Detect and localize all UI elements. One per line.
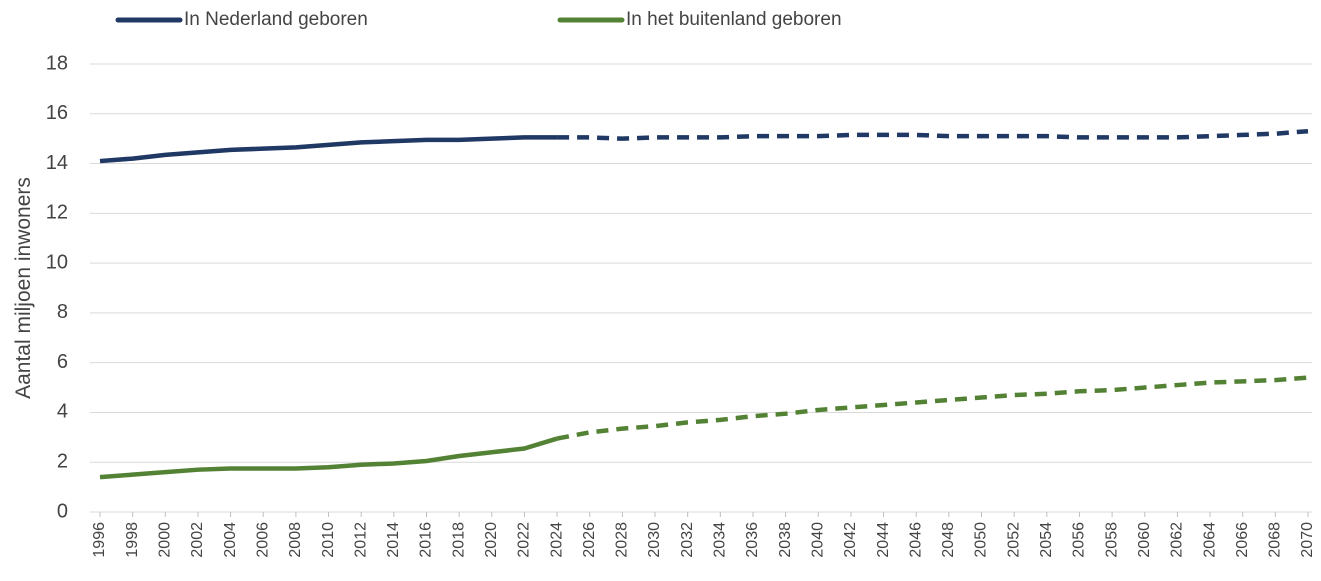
y-tick-label: 4 [57,401,68,423]
y-tick-label: 2 [57,451,68,473]
y-tick-label: 18 [46,52,68,74]
x-tick-label: 2018 [450,522,467,558]
x-tick-label: 2040 [809,522,826,558]
x-tick-label: 2016 [418,522,435,558]
y-tick-label: 10 [46,251,68,273]
x-tick-label: 2010 [320,522,337,558]
x-tick-label: 2042 [842,522,859,558]
x-tick-label: 2062 [1169,522,1186,558]
x-tick-label: 2068 [1267,522,1284,558]
x-tick-label: 2066 [1234,522,1251,558]
x-tick-label: 2036 [744,522,761,558]
x-tick-label: 2000 [157,522,174,558]
x-tick-label: 2046 [907,522,924,558]
x-tick-label: 2038 [777,522,794,558]
y-tick-label: 16 [46,102,68,124]
series-line [557,128,1309,141]
x-tick-label: 2052 [1005,522,1022,558]
x-tick-label: 2060 [1136,522,1153,558]
x-tick-label: 2022 [516,522,533,558]
x-tick-label: 2070 [1299,522,1316,558]
x-tick-label: 2002 [189,522,206,558]
x-tick-label: 2008 [287,522,304,558]
x-tick-label: 2050 [973,522,990,558]
x-tick-label: 2058 [1103,522,1120,558]
x-tick-label: 2024 [548,522,565,558]
x-tick-label: 2026 [581,522,598,558]
legend-label: In het buitenland geboren [626,9,842,30]
x-tick-label: 2012 [352,522,369,558]
y-tick-label: 6 [57,351,68,373]
y-axis-label: Aantal miljoen inwoners [12,177,35,399]
x-tick-label: 2032 [679,522,696,558]
y-tick-label: 0 [57,500,68,522]
x-tick-label: 2054 [1038,522,1055,558]
x-tick-label: 2030 [646,522,663,558]
series-line [556,375,1309,441]
series-line [99,135,558,164]
x-tick-label: 1996 [91,522,108,558]
x-tick-label: 2004 [222,522,239,558]
x-tick-label: 2028 [614,522,631,558]
y-tick-label: 14 [46,152,68,174]
x-tick-label: 2034 [712,522,729,558]
series-line [99,436,558,480]
legend-label: In Nederland geboren [184,9,368,30]
x-tick-label: 2048 [940,522,957,558]
x-tick-label: 2056 [1071,522,1088,558]
x-tick-label: 2044 [875,522,892,558]
x-tick-label: 2014 [385,522,402,558]
y-tick-label: 12 [46,202,68,224]
y-tick-label: 8 [57,301,68,323]
x-tick-label: 2020 [483,522,500,558]
x-tick-label: 1998 [124,522,141,558]
x-tick-label: 2006 [254,522,271,558]
x-tick-label: 2064 [1201,522,1218,558]
